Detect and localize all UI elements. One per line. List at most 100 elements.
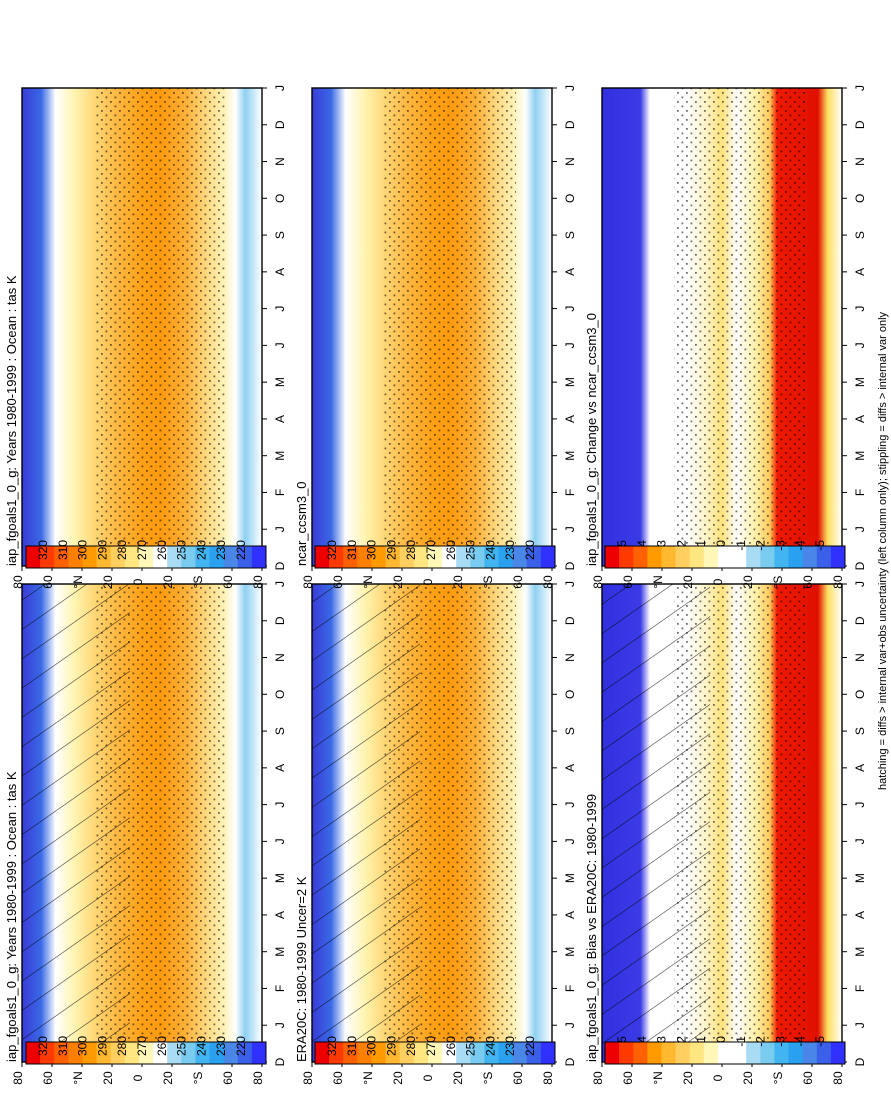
colorbar-tick-label: 3	[655, 1036, 669, 1043]
colorbar-swatch	[774, 546, 790, 568]
colorbar-swatch	[357, 1042, 372, 1064]
colorbar-tick-label: 300	[76, 540, 90, 560]
colorbar-swatch	[110, 1042, 126, 1064]
colorbar-tick-label: 320	[36, 540, 50, 560]
colorbar-tick-label: 320	[36, 1036, 50, 1056]
month-tick-label: S	[853, 727, 867, 735]
month-tick-label: A	[853, 911, 867, 919]
lat-tick-label: °N	[71, 1071, 85, 1084]
colorbar-swatch	[68, 546, 83, 568]
lat-tick-label: 20	[681, 1071, 695, 1085]
colorbar-tick-label: -5	[813, 1036, 827, 1047]
colorbar-frame	[314, 545, 556, 569]
month-tick-label: J	[273, 838, 287, 844]
colorbar-swatch	[633, 1042, 648, 1064]
colorbar-swatch	[385, 1042, 401, 1064]
panel-title: iap_fgoals1_0_g: Years 1980-1999 : Ocean…	[4, 771, 19, 1062]
month-tick-label: D	[563, 616, 577, 625]
colorbar-tick-label: 300	[365, 540, 379, 560]
lat-tick-label: °S	[481, 1072, 495, 1085]
colorbar-swatch	[96, 546, 112, 568]
colorbar-swatch	[399, 1042, 415, 1064]
colorbar-swatch	[110, 546, 126, 568]
month-tick-label: F	[853, 985, 867, 992]
colorbar-frame	[314, 1041, 556, 1065]
lat-tick-label: 60	[221, 1071, 235, 1085]
month-tick-label: O	[853, 690, 867, 699]
colorbar-tick-label: -3	[773, 1036, 787, 1047]
colorbar-tick-label: 220	[523, 1036, 537, 1056]
month-tick-label: J	[563, 802, 577, 808]
month-tick-label: J	[853, 306, 867, 312]
colorbar-tick-label: 280	[115, 540, 129, 560]
lat-tick-label: 60	[41, 575, 55, 589]
colorbar-swatch	[167, 1042, 182, 1064]
colorbar-tick-label: 290	[384, 540, 398, 560]
colorbar-swatch	[40, 1042, 55, 1064]
colorbar-tick-label: 230	[214, 1036, 228, 1056]
lat-tick-label: 80	[831, 575, 845, 589]
colorbar-tick-label: 280	[404, 1036, 418, 1056]
colorbar-swatch	[181, 1042, 196, 1064]
colorbar-swatch	[802, 1042, 818, 1064]
colorbar-swatch	[251, 1042, 267, 1064]
colorbar-tick-label: 260	[155, 540, 169, 560]
lat-tick-label: 80	[591, 1071, 605, 1085]
colorbar-tick-label: 0	[714, 540, 728, 547]
month-tick-label: M	[853, 873, 867, 883]
colorbar-swatch	[470, 1042, 485, 1064]
colorbar-swatch	[605, 546, 620, 568]
colorbar-swatch	[82, 546, 98, 568]
colorbar-swatch	[237, 1042, 253, 1064]
colorbar-frame	[25, 1041, 267, 1065]
colorbar-swatch	[760, 546, 775, 568]
colorbar-tick-label: 250	[175, 540, 189, 560]
month-tick-label: J	[273, 306, 287, 312]
colorbar-swatch	[526, 1042, 542, 1064]
month-tick-label: M	[273, 377, 287, 387]
colorbar-swatch	[399, 546, 415, 568]
colorbar-swatch	[195, 1042, 211, 1064]
colorbar-tick-label: 220	[523, 540, 537, 560]
colorbar-tick-label: 280	[404, 540, 418, 560]
colorbar-tick-label: 270	[424, 540, 438, 560]
colorbar-swatch	[40, 546, 55, 568]
colorbar-swatch	[124, 1042, 140, 1064]
colorbar-swatch	[209, 546, 225, 568]
colorbar-swatch	[124, 546, 140, 568]
month-tick-label: A	[853, 764, 867, 772]
panel-title: ncar_ccsm3_0	[294, 481, 309, 566]
month-tick-label: M	[273, 451, 287, 461]
colorbar-tick-label: 5	[615, 540, 629, 547]
month-tick-label: F	[853, 489, 867, 496]
colorbar-swatch	[647, 546, 662, 568]
colorbar-tick-label: 300	[365, 1036, 379, 1056]
colorbar-tick-label: 260	[444, 540, 458, 560]
colorbar-swatch	[788, 546, 804, 568]
month-tick-label: M	[273, 873, 287, 883]
month-tick-label: S	[563, 727, 577, 735]
month-tick-label: J	[563, 342, 577, 348]
colorbar-swatch	[661, 546, 677, 568]
colorbar-swatch	[830, 546, 846, 568]
month-tick-label: J	[563, 1022, 577, 1028]
month-tick-label: A	[563, 911, 577, 919]
month-tick-label: O	[273, 194, 287, 203]
month-tick-label: N	[273, 157, 287, 166]
colorbar-tick-label: 250	[464, 540, 478, 560]
lat-tick-label: °S	[771, 576, 785, 589]
colorbar-swatch	[484, 546, 500, 568]
month-tick-label: F	[273, 985, 287, 992]
colorbar-tick-label: 310	[56, 1036, 70, 1056]
lat-tick-label: °S	[481, 576, 495, 589]
colorbar-tick-label: 4	[635, 540, 649, 547]
month-tick-label: M	[563, 377, 577, 387]
colorbar-swatch	[675, 1042, 691, 1064]
colorbar-tick-label: 240	[194, 1036, 208, 1056]
colorbar-tick-label: 320	[325, 1036, 339, 1056]
colorbar-swatch	[413, 546, 429, 568]
month-tick-label: J	[853, 581, 867, 587]
colorbar-swatch	[526, 546, 542, 568]
colorbar-swatch	[343, 546, 358, 568]
lat-tick-label: 80	[11, 1071, 25, 1085]
